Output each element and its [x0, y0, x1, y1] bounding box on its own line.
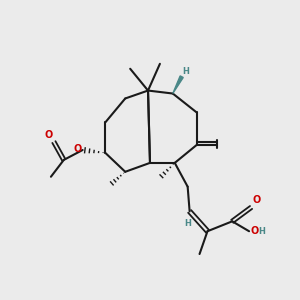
Text: H: H — [258, 227, 265, 236]
Text: H: H — [184, 219, 191, 228]
Polygon shape — [173, 76, 183, 94]
Text: O: O — [74, 144, 82, 154]
Text: O: O — [250, 226, 258, 236]
Text: O: O — [252, 196, 260, 206]
Text: H: H — [183, 67, 190, 76]
Text: O: O — [45, 130, 53, 140]
